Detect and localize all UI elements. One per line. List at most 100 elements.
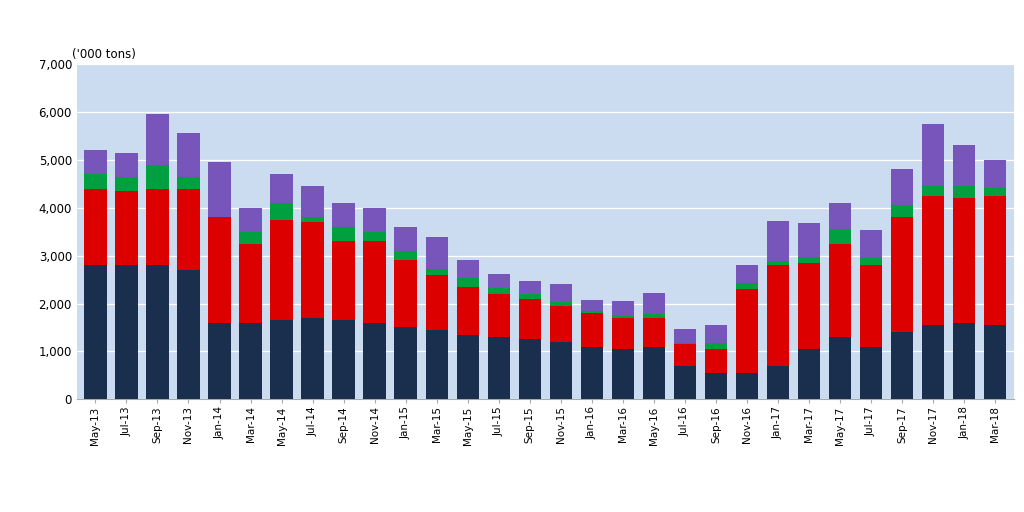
Bar xyxy=(705,373,727,399)
Bar xyxy=(736,289,758,373)
Bar xyxy=(798,223,820,257)
Bar xyxy=(116,265,137,399)
Bar xyxy=(116,153,137,177)
Bar xyxy=(426,238,447,269)
Bar xyxy=(301,217,324,222)
Bar xyxy=(426,330,447,399)
Bar xyxy=(767,221,790,262)
Bar xyxy=(518,299,541,339)
Bar xyxy=(705,349,727,373)
Bar xyxy=(177,270,200,399)
Bar xyxy=(426,269,447,275)
Bar xyxy=(518,339,541,399)
Bar xyxy=(798,263,820,349)
Bar xyxy=(953,145,975,186)
Bar xyxy=(736,265,758,283)
Bar xyxy=(891,169,913,205)
Bar xyxy=(922,196,944,325)
Bar xyxy=(270,220,293,321)
Bar xyxy=(705,343,727,349)
Bar xyxy=(146,164,169,188)
Bar xyxy=(487,288,510,294)
Bar xyxy=(828,244,851,337)
Bar xyxy=(177,177,200,188)
Bar xyxy=(828,229,851,244)
Bar xyxy=(270,321,293,399)
Bar xyxy=(736,373,758,399)
Bar xyxy=(116,177,137,191)
Bar xyxy=(457,335,479,399)
Bar xyxy=(550,342,572,399)
Bar xyxy=(767,265,790,366)
Bar xyxy=(333,227,354,241)
Bar xyxy=(550,306,572,342)
Bar xyxy=(860,230,883,258)
Bar xyxy=(240,244,262,323)
Bar xyxy=(364,231,386,241)
Bar xyxy=(674,344,696,366)
Bar xyxy=(208,323,230,399)
Bar xyxy=(611,301,634,316)
Bar xyxy=(208,162,230,217)
Bar xyxy=(581,311,603,313)
Bar xyxy=(984,325,1007,399)
Bar xyxy=(301,222,324,318)
Bar xyxy=(270,203,293,220)
Bar xyxy=(674,329,696,343)
Bar xyxy=(860,347,883,399)
Bar xyxy=(953,323,975,399)
Bar xyxy=(953,198,975,323)
Bar xyxy=(643,292,665,314)
Bar xyxy=(984,196,1007,325)
Bar xyxy=(705,325,727,343)
Bar xyxy=(84,174,106,188)
Bar xyxy=(922,325,944,399)
Bar xyxy=(674,343,696,344)
Bar xyxy=(457,287,479,335)
Bar xyxy=(798,349,820,399)
Bar xyxy=(643,318,665,347)
Bar xyxy=(208,217,230,323)
Bar xyxy=(301,318,324,399)
Bar xyxy=(177,134,200,177)
Bar xyxy=(240,208,262,231)
Bar xyxy=(550,284,572,302)
Bar xyxy=(240,231,262,244)
Bar xyxy=(550,302,572,306)
Bar xyxy=(177,188,200,270)
Bar xyxy=(922,124,944,186)
Bar xyxy=(116,191,137,265)
Bar xyxy=(581,300,603,311)
Bar xyxy=(487,337,510,399)
Bar xyxy=(860,258,883,265)
Bar xyxy=(674,366,696,399)
Bar xyxy=(891,205,913,217)
Bar xyxy=(581,347,603,399)
Bar xyxy=(828,337,851,399)
Bar xyxy=(643,314,665,318)
Bar xyxy=(891,332,913,399)
Bar xyxy=(394,261,417,328)
Bar xyxy=(581,313,603,347)
Bar xyxy=(270,174,293,203)
Bar xyxy=(457,278,479,287)
Bar xyxy=(364,323,386,399)
Bar xyxy=(767,366,790,399)
Bar xyxy=(84,188,106,265)
Bar xyxy=(891,217,913,332)
Bar xyxy=(84,265,106,399)
Bar xyxy=(922,186,944,196)
Bar xyxy=(518,294,541,299)
Bar xyxy=(611,318,634,349)
Bar xyxy=(333,241,354,321)
Bar xyxy=(146,114,169,165)
Bar xyxy=(333,321,354,399)
Bar xyxy=(364,241,386,323)
Bar xyxy=(457,260,479,278)
Bar xyxy=(736,283,758,289)
Bar xyxy=(333,203,354,227)
Bar xyxy=(426,275,447,330)
Bar xyxy=(860,265,883,347)
Bar xyxy=(84,150,106,174)
Bar xyxy=(301,186,324,217)
